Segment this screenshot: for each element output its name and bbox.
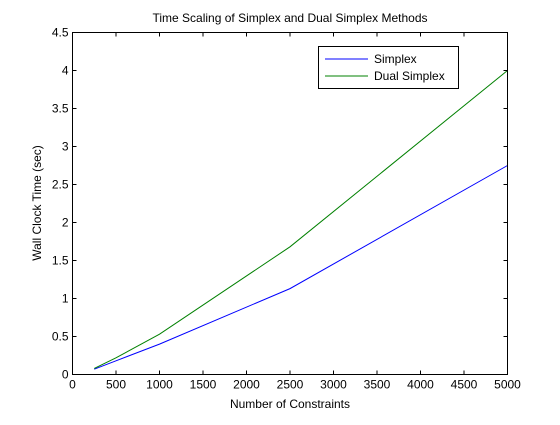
series-line-dual-simplex — [94, 70, 508, 369]
x-tick-label: 1500 — [190, 378, 217, 392]
x-tick-label: 1000 — [146, 378, 173, 392]
y-tick-label: 2.5 — [52, 178, 69, 192]
x-tick-label: 5000 — [494, 378, 521, 392]
legend-box — [318, 46, 459, 89]
y-tick-label: 3 — [62, 140, 69, 154]
x-tick-label: 3500 — [364, 378, 391, 392]
x-axis-ticks: 0 500 1000 1500 2000 2500 3000 3500 4000 4500 5000 — [69, 32, 521, 392]
y-tick-label: 3.5 — [52, 102, 69, 116]
x-tick-label: 2500 — [277, 378, 304, 392]
plot-area — [72, 32, 508, 375]
x-axis-label: Number of Constraints — [230, 397, 350, 411]
y-tick-label: 4.5 — [52, 26, 69, 40]
series-layer — [94, 70, 508, 370]
legend-label: Dual Simplex — [374, 69, 445, 83]
x-tick-label: 0 — [69, 378, 76, 392]
x-tick-label: 4500 — [451, 378, 478, 392]
y-tick-label: 0 — [62, 368, 69, 382]
y-tick-label: 0.5 — [52, 330, 69, 344]
y-axis-label: Wall Clock Time (sec) — [30, 145, 44, 261]
legend-label: Simplex — [374, 52, 417, 66]
x-tick-label: 4000 — [407, 378, 434, 392]
chart-title: Time Scaling of Simplex and Dual Simplex… — [152, 11, 427, 25]
legend: Simplex Dual Simplex — [318, 46, 459, 89]
x-tick-label: 500 — [106, 378, 126, 392]
y-tick-label: 1 — [62, 292, 69, 306]
y-axis-ticks: 0 0.5 1 1.5 2 2.5 3 3.5 4 4.5 — [52, 26, 508, 382]
x-tick-label: 3000 — [320, 378, 347, 392]
x-tick-label: 2000 — [233, 378, 260, 392]
y-tick-label: 1.5 — [52, 254, 69, 268]
y-tick-label: 2 — [62, 216, 69, 230]
series-line-simplex — [94, 165, 508, 370]
y-tick-label: 4 — [62, 64, 69, 78]
legend-items: Simplex Dual Simplex — [325, 52, 445, 83]
